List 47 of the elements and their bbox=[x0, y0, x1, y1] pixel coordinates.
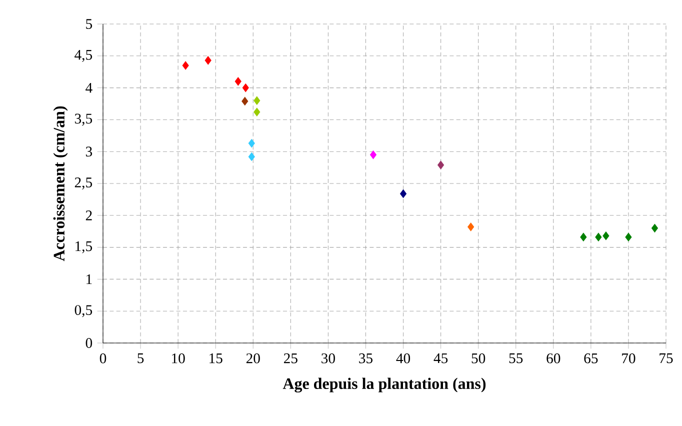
point bbox=[468, 222, 474, 232]
point bbox=[602, 232, 610, 240]
point bbox=[438, 160, 444, 170]
x-tick-label: 35 bbox=[359, 353, 372, 364]
x-tick-label: 15 bbox=[210, 353, 222, 364]
point bbox=[651, 224, 658, 232]
x-tick-label: 25 bbox=[284, 353, 298, 364]
point bbox=[254, 96, 260, 105]
point bbox=[204, 56, 212, 65]
point bbox=[234, 77, 242, 86]
y-tick-label: 3,5 bbox=[74, 114, 92, 126]
x-tick-label: 0 bbox=[100, 353, 106, 364]
point bbox=[370, 150, 377, 160]
y-tick-label: 0,5 bbox=[74, 305, 92, 318]
point bbox=[625, 232, 632, 242]
point bbox=[400, 189, 407, 198]
y-tick-label: 4,5 bbox=[74, 50, 92, 62]
y-tick-label: 3 bbox=[86, 146, 92, 157]
x-tick-label: 65 bbox=[584, 353, 598, 364]
y-tick-label: 1 bbox=[86, 274, 92, 284]
y-tick-label: 2 bbox=[86, 210, 92, 220]
x-axis-title: Age depuis la plantation (ans) bbox=[282, 378, 486, 392]
point bbox=[242, 84, 249, 92]
x-tick-label: 10 bbox=[172, 353, 185, 364]
y-axis-title: Accroissement (cm/an) bbox=[53, 106, 68, 262]
point bbox=[595, 232, 602, 242]
y-tick-label: 1,5 bbox=[76, 241, 92, 254]
x-tick-label: 60 bbox=[546, 353, 560, 364]
point bbox=[248, 152, 255, 161]
x-tick-label: 45 bbox=[434, 353, 448, 364]
x-tick-label: 50 bbox=[472, 353, 486, 364]
y-tick-label: 2,5 bbox=[74, 178, 92, 190]
x-tick-label: 75 bbox=[660, 353, 673, 364]
x-tick-label: 5 bbox=[138, 353, 144, 364]
x-tick-label: 70 bbox=[622, 353, 636, 364]
point bbox=[242, 96, 248, 106]
y-tick-label: 4 bbox=[86, 82, 92, 93]
x-tick-label: 30 bbox=[322, 353, 335, 364]
x-tick-label: 40 bbox=[396, 353, 410, 364]
x-tick-label: 20 bbox=[246, 353, 260, 364]
x-tick-label: 55 bbox=[509, 353, 523, 364]
point bbox=[254, 108, 260, 116]
y-tick-label: 0 bbox=[86, 338, 92, 348]
point bbox=[580, 232, 587, 242]
y-tick-label: 5 bbox=[86, 19, 92, 29]
point bbox=[248, 139, 255, 148]
point bbox=[182, 61, 189, 70]
